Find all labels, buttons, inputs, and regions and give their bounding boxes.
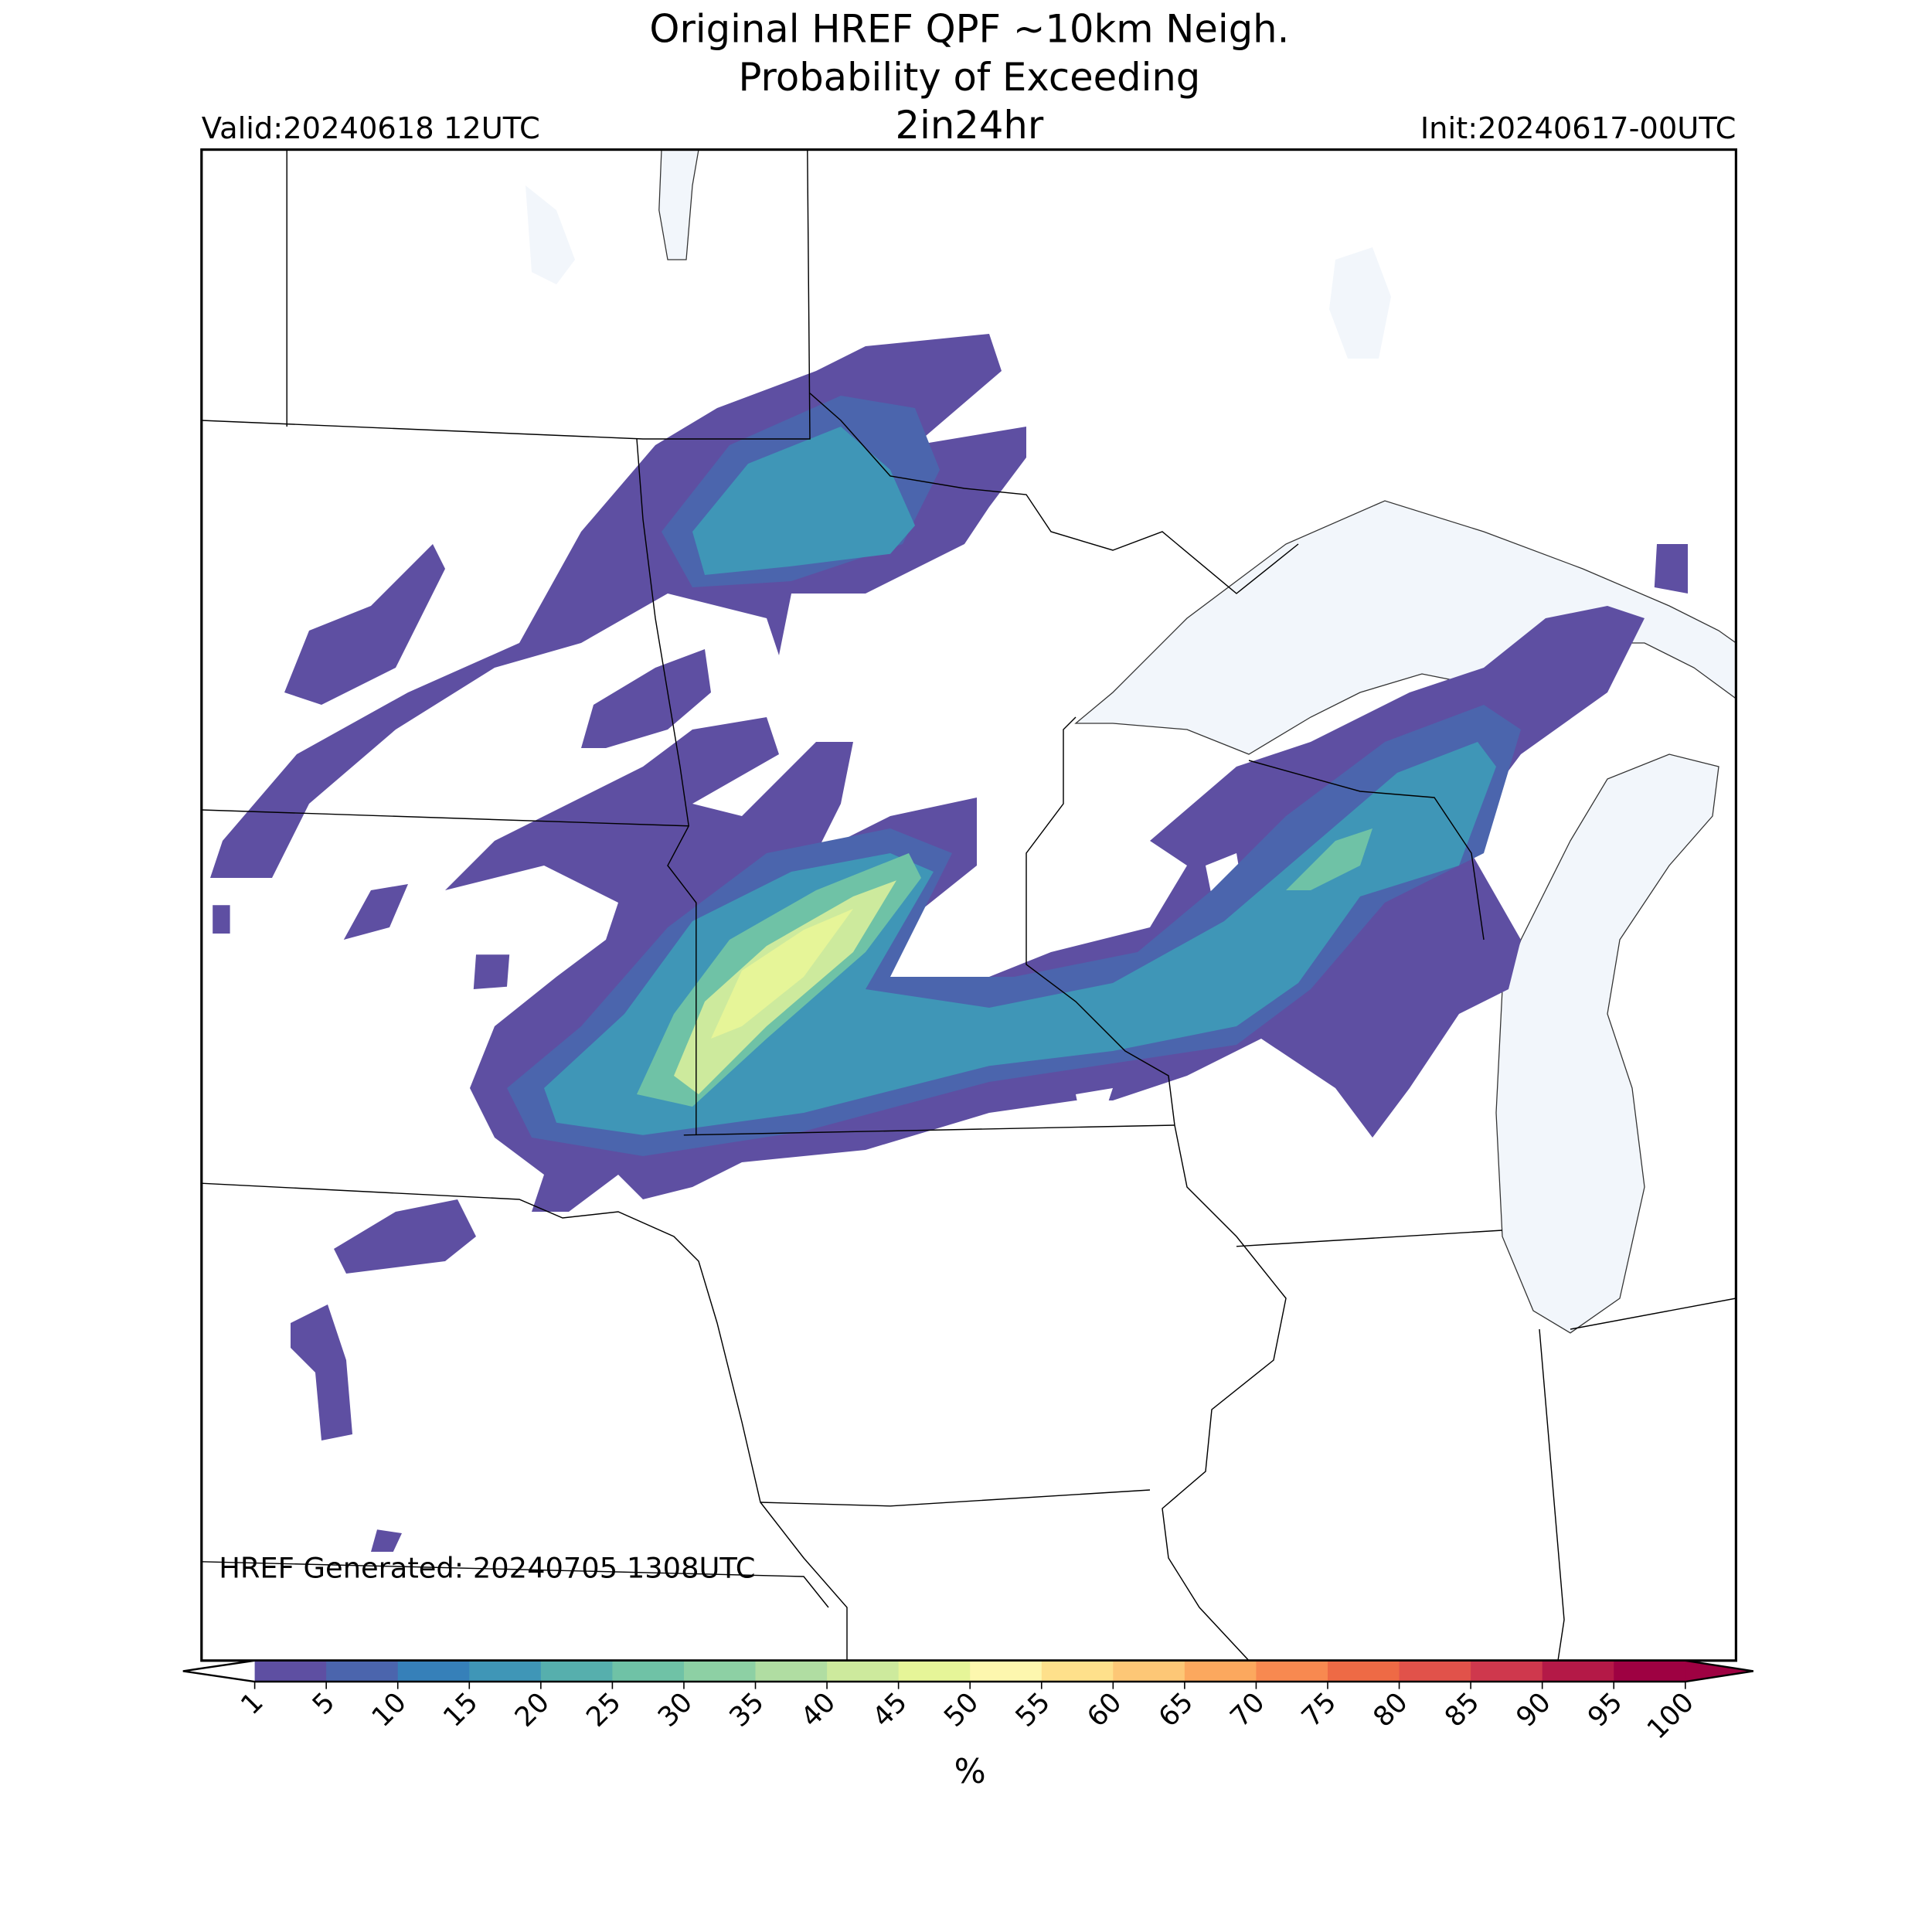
border <box>1248 760 1485 940</box>
valid-time: Valid:20240618 12UTC <box>202 111 540 146</box>
lake <box>526 185 575 284</box>
generated-note: HREF Generated: 20240705 1308UTC <box>219 1552 755 1585</box>
title-line: Original HREF QPF ~10km Neigh. <box>649 6 1289 51</box>
lake-superior <box>1074 500 1736 755</box>
colorbar-segment <box>1041 1660 1114 1682</box>
title-line: 2in24hr <box>896 103 1044 148</box>
precip-area <box>334 1199 476 1274</box>
colorbar-segment <box>827 1660 900 1682</box>
colorbar-segment <box>1471 1660 1543 1682</box>
border <box>1539 1328 1565 1661</box>
border <box>201 149 811 440</box>
map: HREF Generated: 20240705 1308UTC <box>201 149 1736 1661</box>
colorbar-segment <box>1542 1660 1615 1682</box>
colorbar-segment <box>254 1660 327 1682</box>
colorbar-segment <box>326 1660 399 1682</box>
precip-area <box>284 544 445 705</box>
colorbar-segment <box>898 1660 971 1682</box>
figure-content: Original HREF QPF ~10km Neigh. Probabili… <box>182 6 1753 1791</box>
border <box>201 1561 829 1608</box>
precip-field <box>210 334 1689 1552</box>
colorbar-segment <box>1614 1660 1686 1682</box>
border <box>683 1124 1175 1136</box>
border <box>1026 716 1287 1661</box>
lakes <box>526 149 1736 1334</box>
precip-area <box>291 1304 352 1440</box>
precip-area <box>711 909 853 1039</box>
border <box>1236 1230 1503 1247</box>
colorbar-segment <box>755 1660 828 1682</box>
colorbar-segment <box>469 1660 542 1682</box>
colorbar-segment <box>612 1660 685 1682</box>
colorbar-segment <box>1184 1660 1257 1682</box>
lake <box>1329 247 1391 359</box>
lake <box>658 149 699 260</box>
precip-area <box>637 828 1372 1107</box>
colorbar-segment <box>683 1660 757 1682</box>
colorbar-under <box>182 1660 255 1682</box>
init-time: Init:20240617-00UTC <box>1420 111 1736 146</box>
title-line: Probability of Exceeding <box>739 55 1201 100</box>
precip-area <box>581 649 711 748</box>
border <box>809 393 1299 594</box>
colorbar-segment <box>970 1660 1043 1682</box>
border <box>1570 1298 1736 1330</box>
border <box>201 809 689 827</box>
colorbar-segment <box>540 1660 614 1682</box>
colorbar-segment <box>1256 1660 1328 1682</box>
border <box>636 438 697 1135</box>
border <box>201 1182 848 1661</box>
colorbar-over <box>1685 1660 1753 1682</box>
colorbar-label: % <box>954 1753 986 1791</box>
colorbar-segment <box>1328 1660 1400 1682</box>
colorbar-segment <box>1113 1660 1185 1682</box>
lake-michigan <box>1495 753 1719 1334</box>
state-borders <box>201 149 1736 1661</box>
colorbar-segment <box>1399 1660 1471 1682</box>
border <box>760 1489 1151 1507</box>
colorbar-segment <box>397 1660 471 1682</box>
